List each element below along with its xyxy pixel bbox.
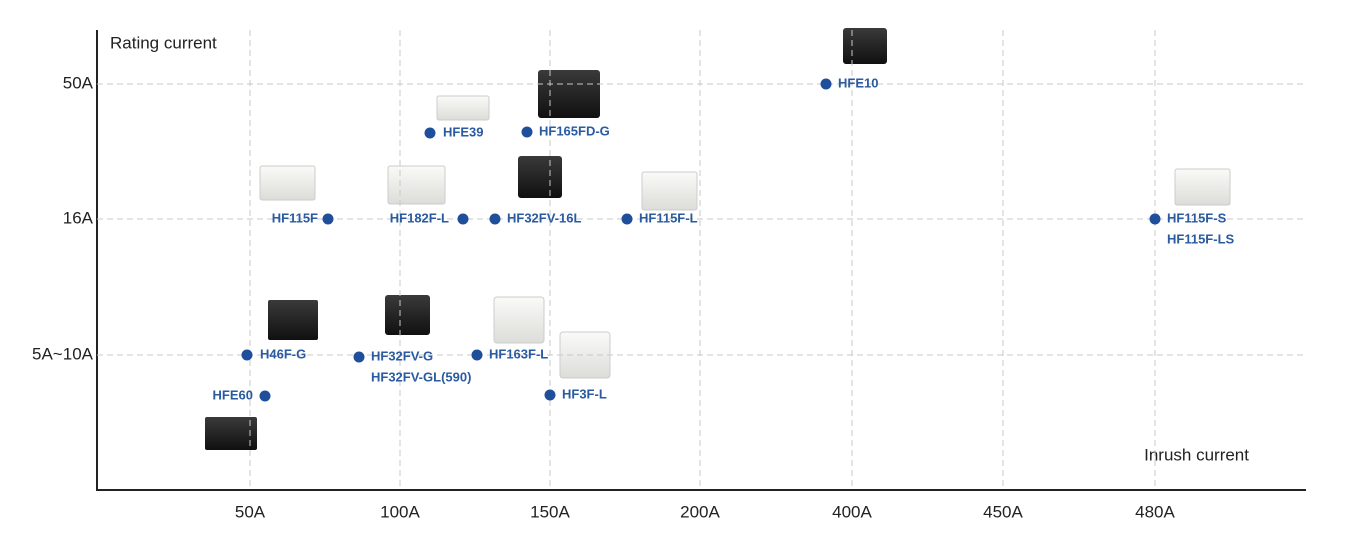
y-tick-label: 50A <box>63 73 94 92</box>
x-tick-label: 100A <box>380 502 420 521</box>
x-tick-label: 480A <box>1135 502 1175 521</box>
relay-image <box>493 296 545 344</box>
product-label: HF182F-L <box>390 210 449 225</box>
relay-image <box>436 95 490 121</box>
x-tick-label: 50A <box>235 502 266 521</box>
product-label: HF115F <box>272 210 318 225</box>
product-label: HF3F-L <box>562 386 607 401</box>
product-label: HF32FV-G <box>371 348 433 363</box>
relay-image <box>843 28 887 64</box>
product-dot <box>353 351 365 363</box>
product-label: HF115F-L <box>639 210 698 225</box>
product-label: HF163F-L <box>489 346 548 361</box>
relay-image <box>1174 168 1231 206</box>
y-axis-title: Rating current <box>110 33 217 52</box>
relay-image <box>205 417 257 450</box>
product-dot <box>322 213 334 225</box>
product-dot <box>241 349 253 361</box>
product-images <box>205 28 1231 450</box>
relay-image <box>538 70 600 118</box>
product-dot <box>471 349 483 361</box>
product-label: HF32FV-GL(590) <box>371 369 471 384</box>
product-dot <box>424 127 436 139</box>
relay-image <box>387 165 446 205</box>
product-label: HF115F-S <box>1167 210 1227 225</box>
product-label: HFE60 <box>213 387 253 402</box>
product-dot <box>521 126 533 138</box>
product-dot <box>621 213 633 225</box>
product-dot <box>489 213 501 225</box>
product-dot <box>820 78 832 90</box>
product-dot <box>1149 213 1161 225</box>
relay-image <box>641 171 698 211</box>
product-label: HF115F-LS <box>1167 231 1235 246</box>
x-tick-label: 400A <box>832 502 872 521</box>
x-axis-title: Inrush current <box>1144 445 1249 464</box>
y-tick-label: 16A <box>63 208 94 227</box>
x-tick-label: 200A <box>680 502 720 521</box>
product-label: HFE10 <box>838 75 878 90</box>
product-label: H46F-G <box>260 346 306 361</box>
y-tick-label: 5A~10A <box>32 344 94 363</box>
product-label: HF32FV-16L <box>507 210 581 225</box>
x-tick-label: 450A <box>983 502 1023 521</box>
relay-image <box>518 156 562 198</box>
product-label: HFE39 <box>443 124 483 139</box>
relay-image <box>268 300 318 340</box>
product-dot <box>544 389 556 401</box>
x-tick-label: 150A <box>530 502 570 521</box>
relay-image <box>385 295 430 335</box>
product-label: HF165FD-G <box>539 123 610 138</box>
product-dot <box>259 390 271 402</box>
product-dot <box>457 213 469 225</box>
relay-image <box>259 165 316 201</box>
